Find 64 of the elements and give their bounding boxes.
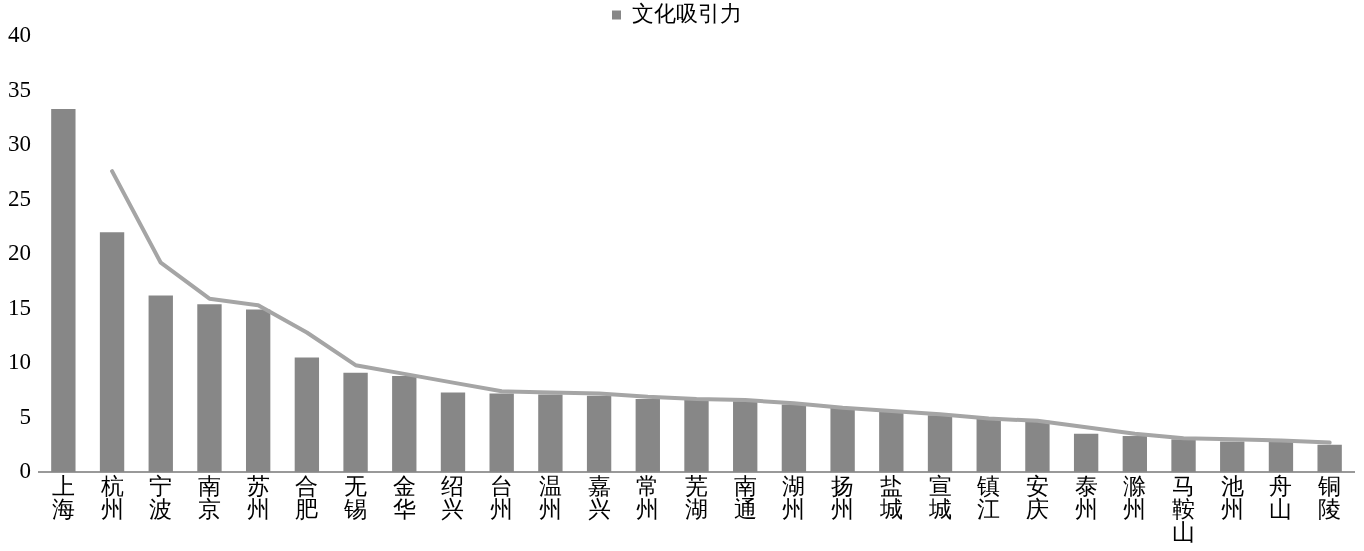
y-tick-label: 40	[8, 22, 31, 48]
x-tick-label: 舟山	[1269, 473, 1293, 522]
x-tick-label: 马鞍山	[1172, 473, 1196, 545]
bar	[1220, 441, 1245, 472]
x-tick-label: 嘉兴	[587, 473, 611, 522]
bar	[245, 309, 271, 472]
x-tick-label: 金华	[392, 473, 416, 522]
x-tick-label: 泰州	[1074, 473, 1098, 522]
bar	[392, 376, 417, 472]
bar	[976, 418, 1001, 472]
y-tick-label: 20	[8, 240, 31, 266]
bar	[343, 372, 368, 472]
x-tick-label: 扬州	[831, 473, 855, 522]
bar	[684, 400, 709, 472]
y-tick-label: 15	[8, 294, 31, 320]
y-tick-label: 0	[19, 458, 31, 484]
x-tick-label: 台州	[490, 473, 514, 522]
bar	[927, 415, 953, 472]
x-tick-label: 宁波	[149, 473, 173, 522]
bar	[830, 407, 855, 472]
x-tick-label: 湖州	[782, 473, 806, 522]
x-tick-label: 合肥	[295, 473, 319, 522]
bar	[538, 394, 563, 472]
legend-label: 文化吸引力	[632, 0, 742, 26]
x-tick-label: 绍兴	[441, 473, 465, 522]
x-tick-label: 盐城	[878, 473, 903, 522]
y-tick-label: 30	[8, 131, 31, 157]
x-tick-label: 苏州	[246, 473, 270, 522]
x-tick-label: 池州	[1220, 473, 1244, 522]
x-tick-label: 芜湖	[685, 473, 708, 522]
x-tick-label: 镇江	[976, 473, 1001, 522]
bar	[294, 357, 320, 472]
bar	[635, 398, 660, 472]
x-tick-label: 无锡	[343, 473, 368, 522]
x-tick-label: 上海	[51, 473, 75, 522]
bar	[1025, 420, 1050, 472]
x-tick-label: 温州	[538, 473, 562, 522]
bar	[586, 395, 612, 472]
x-tick-label: 常州	[636, 473, 660, 522]
bar	[148, 295, 173, 472]
x-tick-label: 宣城	[927, 473, 952, 522]
x-tick-label: 杭州	[99, 473, 124, 522]
bar	[440, 392, 466, 472]
x-tick-label: 安庆	[1025, 473, 1049, 522]
x-tick-label: 滁州	[1123, 473, 1147, 522]
bar	[1317, 444, 1342, 472]
y-tick-label: 35	[8, 76, 31, 102]
y-tick-label: 25	[8, 185, 31, 211]
bar	[1171, 439, 1196, 472]
bar	[1073, 433, 1099, 472]
bar	[489, 393, 514, 472]
bar	[1268, 441, 1294, 472]
bar	[781, 404, 807, 472]
x-tick-label: 南京	[197, 473, 221, 522]
bar	[879, 410, 904, 472]
bar	[1122, 436, 1148, 472]
bar	[733, 401, 758, 472]
bar	[99, 232, 125, 472]
bar	[51, 109, 76, 472]
bar	[197, 304, 222, 472]
y-tick-label: 10	[8, 349, 31, 375]
x-tick-label: 南通	[733, 473, 757, 522]
y-tick-label: 5	[19, 403, 31, 429]
x-tick-label: 铜陵	[1317, 473, 1342, 522]
